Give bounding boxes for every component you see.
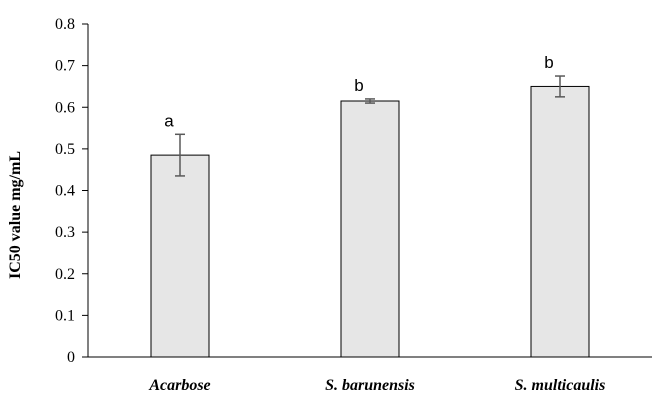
bar-1 — [150, 154, 210, 358]
y-tick-label: 0.3 — [55, 224, 75, 241]
y-tick-label: 0.4 — [55, 183, 75, 200]
y-tick-label: 0 — [67, 349, 75, 366]
y-tick-label: 0.6 — [55, 99, 75, 116]
significance-label: a — [164, 111, 174, 130]
bar-3 — [530, 85, 590, 358]
significance-label: b — [354, 76, 363, 95]
y-tick-label: 0.2 — [55, 266, 75, 283]
y-axis-title: IC50 value mg/mL — [7, 151, 24, 279]
y-tick-label: 0.8 — [55, 16, 75, 33]
category-labels: Acarbose S. barunensis S. multicaulis — [148, 377, 605, 394]
bar-2 — [340, 100, 400, 358]
bars — [150, 85, 590, 358]
error-bars — [175, 75, 565, 177]
significance-label: b — [544, 53, 553, 72]
category-label: Acarbose — [148, 377, 210, 394]
y-axis: 0 0.1 0.2 0.3 0.4 0.5 0.6 0.7 0.8 — [55, 16, 89, 366]
significance-labels: a b b — [164, 53, 553, 130]
y-tick-label: 0.7 — [55, 58, 75, 75]
category-label: S. multicaulis — [515, 377, 606, 394]
y-tick-label: 0.1 — [55, 307, 75, 324]
category-label: S. barunensis — [325, 377, 415, 394]
y-tick-label: 0.5 — [55, 141, 75, 158]
